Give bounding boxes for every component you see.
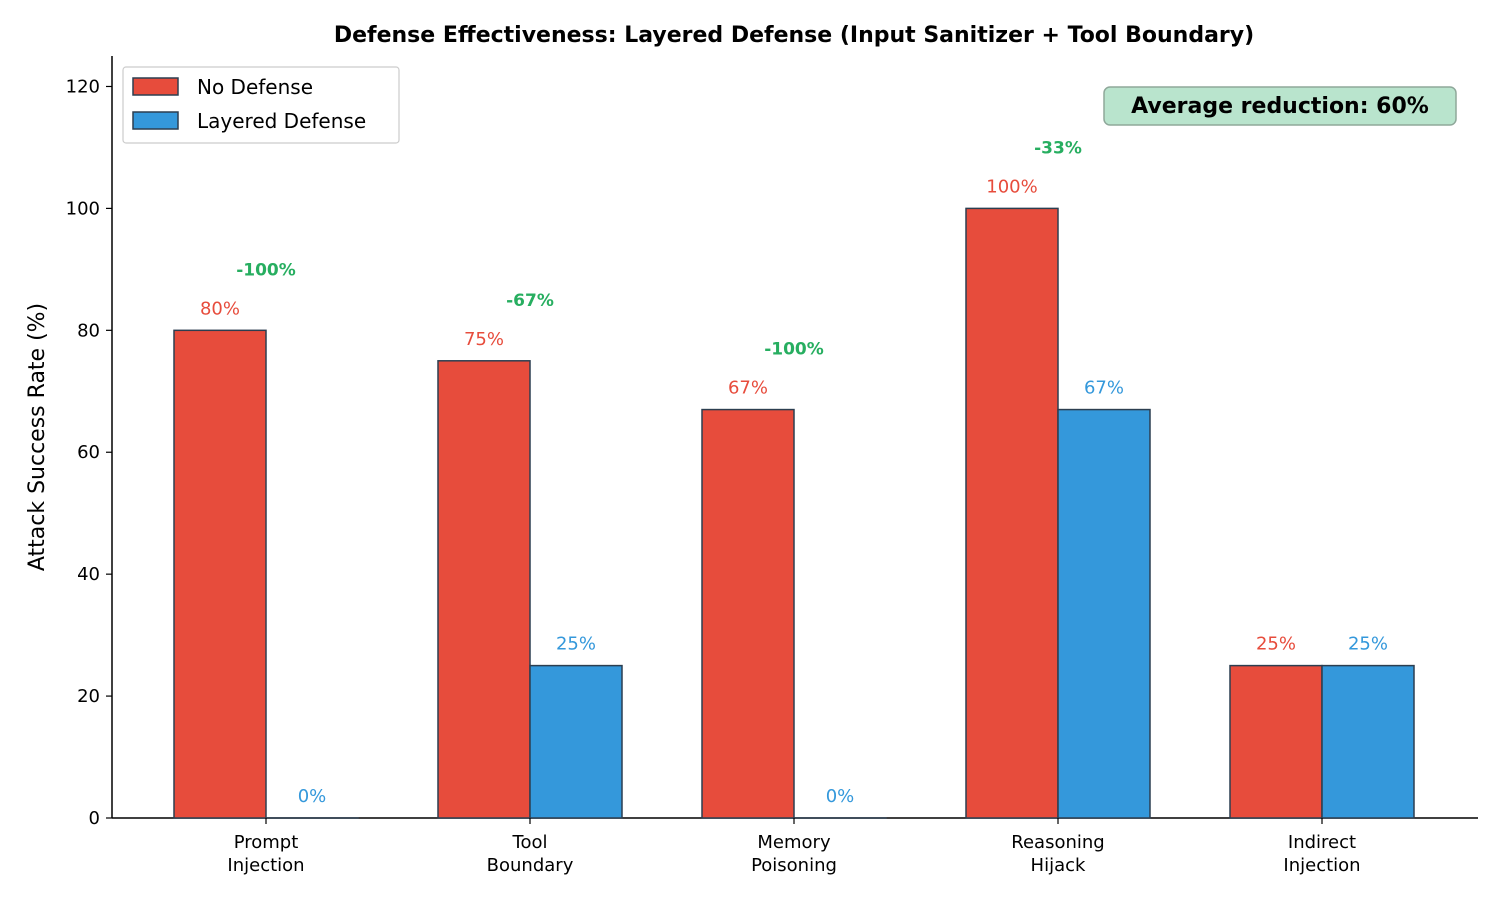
reduction-label: -67%	[506, 291, 554, 311]
x-tick-label: Memory	[757, 832, 831, 853]
y-tick-label: 60	[77, 442, 100, 463]
average-reduction-text: Average reduction: 60%	[1131, 94, 1429, 119]
average-reduction-box	[1103, 86, 1457, 126]
x-tick-label: Tool	[512, 832, 548, 853]
bar-layered-defense	[1321, 664, 1415, 819]
bar-value-label: 80%	[200, 298, 240, 319]
y-tick-label: 80	[77, 320, 100, 341]
x-tick-label: Injection	[227, 855, 304, 876]
legend-frame	[122, 66, 400, 144]
legend-swatch-no-defense	[132, 77, 179, 96]
y-tick-label: 120	[66, 76, 100, 97]
reduction-label: -33%	[1034, 138, 1082, 158]
bar-no-defense	[173, 329, 267, 819]
legend: No Defense Layered Defense	[122, 66, 400, 144]
bar-value-label: 25%	[556, 634, 596, 655]
bar-value-label: 67%	[728, 378, 768, 399]
bar-no-defense	[965, 207, 1059, 819]
x-tick-label: Injection	[1283, 855, 1360, 876]
bar-no-defense	[701, 408, 795, 819]
bar-value-label: 67%	[1084, 378, 1124, 399]
x-tick-label: Reasoning	[1011, 832, 1104, 853]
plot-area: 02040608010012080%0%PromptInjection-100%…	[66, 56, 1478, 876]
bar-layered-defense	[529, 664, 623, 819]
legend-label-layered-defense: Layered Defense	[197, 109, 366, 133]
legend-swatch-layered-defense	[132, 111, 179, 130]
chart-title: Defense Effectiveness: Layered Defense (…	[334, 23, 1254, 48]
y-tick-label: 0	[89, 808, 100, 829]
bar-value-label: 25%	[1256, 634, 1296, 655]
x-tick-label: Boundary	[487, 855, 574, 876]
y-axis-label: Attack Success Rate (%)	[25, 303, 50, 571]
bar-value-label: 75%	[464, 329, 504, 350]
bar-value-label: 0%	[826, 786, 855, 807]
bar-value-label: 0%	[298, 786, 327, 807]
y-tick-label: 40	[77, 564, 100, 585]
reduction-label: -100%	[236, 260, 296, 280]
bar-value-label: 100%	[986, 176, 1037, 197]
average-reduction-annotation: Average reduction: 60%	[1103, 86, 1457, 126]
x-tick-label: Indirect	[1288, 832, 1356, 853]
x-tick-label: Hijack	[1031, 855, 1086, 876]
y-tick-label: 20	[77, 686, 100, 707]
reduction-label: -100%	[764, 340, 824, 360]
bar-value-label: 25%	[1348, 634, 1388, 655]
x-tick-label: Poisoning	[751, 855, 837, 876]
legend-label-no-defense: No Defense	[197, 75, 313, 99]
y-tick-label: 100	[66, 198, 100, 219]
x-tick-label: Prompt	[234, 832, 299, 853]
bar-no-defense	[437, 360, 531, 819]
bar-no-defense	[1229, 664, 1323, 819]
bar-layered-defense	[1057, 408, 1151, 819]
